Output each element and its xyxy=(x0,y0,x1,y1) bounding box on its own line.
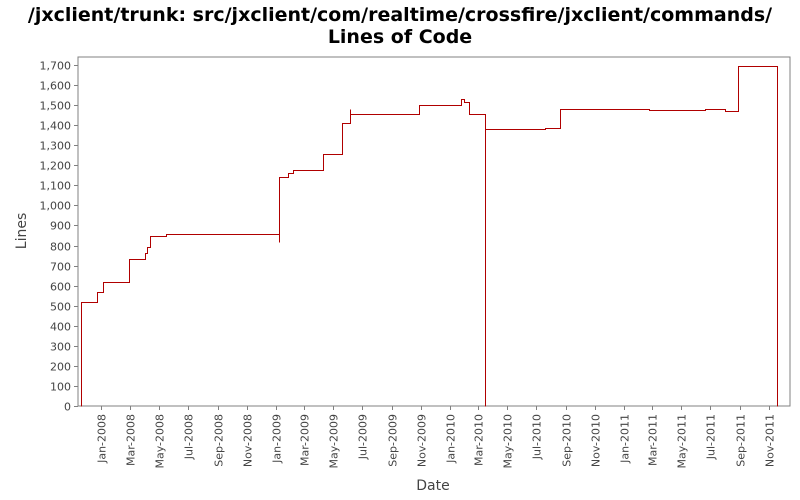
y-tick-label: 1,500 xyxy=(40,100,72,113)
y-tick-label: 600 xyxy=(50,281,71,294)
x-tick-label: May-2010 xyxy=(502,414,515,469)
y-tick-label: 1,600 xyxy=(40,80,72,93)
y-tick-label: 300 xyxy=(50,341,71,354)
x-tick-label: Sep-2009 xyxy=(387,414,400,467)
y-axis-label: Lines xyxy=(14,213,30,249)
y-tick-label: 100 xyxy=(50,381,71,394)
x-tick-label: Jan-2009 xyxy=(271,414,284,464)
y-tick-label: 700 xyxy=(50,261,71,274)
y-tick-label: 200 xyxy=(50,361,71,374)
chart-title: /jxclient/trunk: src/jxclient/com/realti… xyxy=(27,4,773,26)
x-tick-label: Mar-2010 xyxy=(473,414,486,466)
x-tick-label: Mar-2009 xyxy=(299,414,312,466)
x-tick-label: Sep-2010 xyxy=(561,414,574,467)
x-tick-label: Jul-2009 xyxy=(357,414,370,460)
x-tick-label: Jul-2008 xyxy=(183,414,196,460)
x-tick-label: Jan-2011 xyxy=(619,414,632,464)
x-tick-label: Nov-2009 xyxy=(416,414,429,467)
y-tick-label: 0 xyxy=(64,401,71,414)
x-axis-label: Date xyxy=(416,478,449,494)
y-axis: 0 100 200 300 400 500 600 700 800 900 1,000 1,100 1,… xyxy=(40,60,78,414)
y-tick-label: 400 xyxy=(50,321,71,334)
x-tick-label: Nov-2011 xyxy=(764,414,777,467)
x-tick-label: May-2011 xyxy=(676,414,689,469)
x-tick-label: May-2008 xyxy=(154,414,167,469)
y-tick-label: 900 xyxy=(50,220,71,233)
x-tick-label: Jul-2010 xyxy=(531,414,544,460)
x-tick-label: Jan-2008 xyxy=(96,414,109,464)
x-tick-label: Nov-2010 xyxy=(590,414,603,467)
y-tick-label: 800 xyxy=(50,241,71,254)
x-tick-label: Mar-2008 xyxy=(125,414,138,466)
x-tick-label: Jul-2011 xyxy=(705,414,718,460)
series-line xyxy=(81,66,778,407)
x-tick-label: Jan-2010 xyxy=(445,414,458,464)
y-tick-label: 500 xyxy=(50,301,71,314)
y-tick-label: 1,300 xyxy=(40,140,72,153)
x-tick-label: Sep-2011 xyxy=(735,414,748,467)
x-tick-label: Nov-2008 xyxy=(242,414,255,467)
y-tick-label: 1,100 xyxy=(40,180,72,193)
x-tick-label: Sep-2008 xyxy=(213,414,226,467)
plot-area xyxy=(77,56,791,407)
x-tick-label: Mar-2011 xyxy=(647,414,660,466)
chart-subtitle: Lines of Code xyxy=(327,26,473,48)
x-axis: Jan-2008 Mar-2008 May-2008 Jul-2008 Sep-2008… xyxy=(96,406,777,469)
y-tick-label: 1,000 xyxy=(40,200,72,213)
x-tick-label: May-2009 xyxy=(328,414,341,469)
y-tick-label: 1,200 xyxy=(40,160,72,173)
y-tick-label: 1,700 xyxy=(40,60,72,73)
y-tick-label: 1,400 xyxy=(40,120,72,133)
